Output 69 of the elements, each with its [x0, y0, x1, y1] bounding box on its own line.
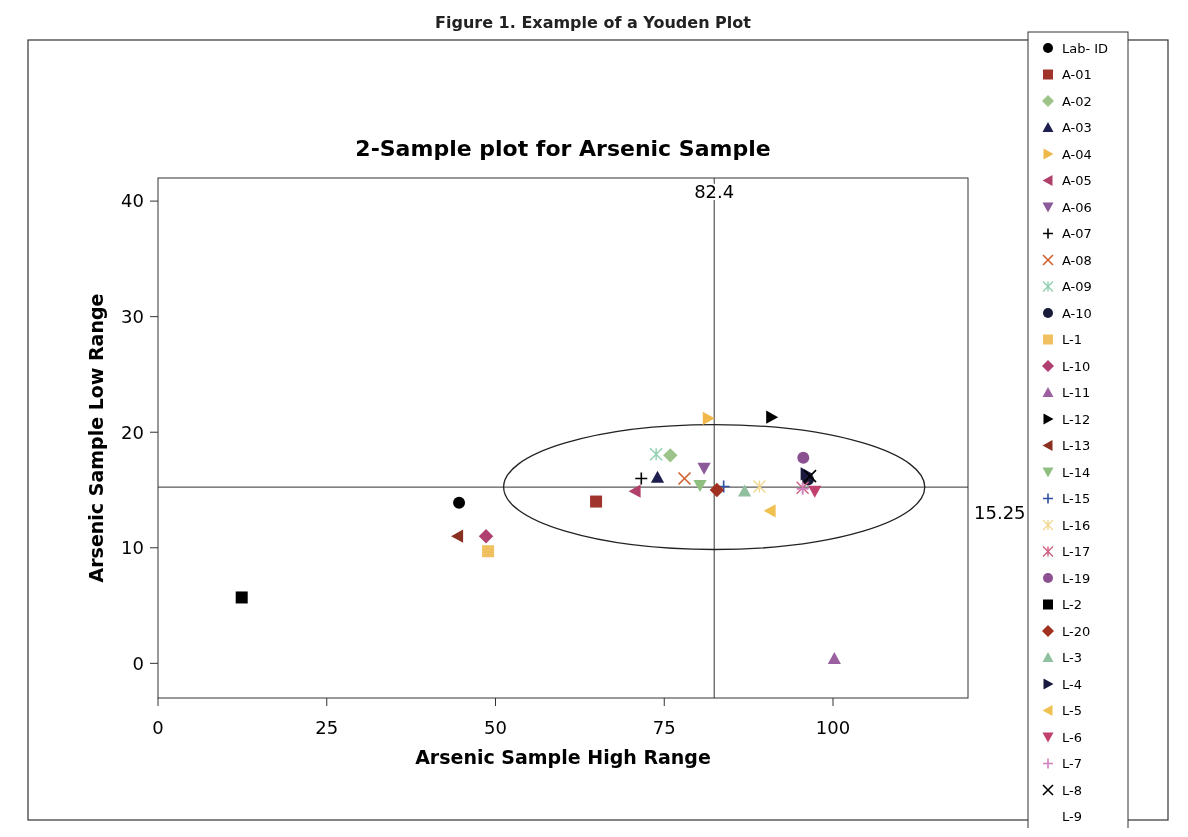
legend-label: A-04 [1062, 146, 1092, 162]
chart-title: 2-Sample plot for Arsenic Sample [355, 136, 771, 161]
legend-label: A-01 [1062, 67, 1092, 83]
point [634, 471, 649, 486]
point [677, 471, 692, 486]
legend-label: A-07 [1062, 226, 1092, 242]
point [709, 482, 725, 498]
legend-label: A-08 [1062, 252, 1092, 268]
legend-label: A-09 [1062, 279, 1092, 295]
x-tick-label: 0 [152, 717, 164, 738]
legend-label: L-19 [1062, 570, 1091, 586]
y-tick-label: 0 [132, 652, 144, 674]
point [482, 545, 495, 558]
legend-label: A-03 [1062, 120, 1092, 136]
point [663, 448, 678, 463]
point [766, 410, 779, 424]
ref-line-label: 15.25 [974, 502, 1026, 524]
point [478, 529, 494, 544]
y-tick-label: 10 [121, 537, 144, 559]
point [453, 496, 466, 509]
point [808, 485, 822, 498]
legend-label: L-15 [1062, 491, 1091, 507]
legend-label: L-12 [1062, 411, 1091, 427]
y-tick-label: 20 [121, 421, 144, 443]
legend-label: A-05 [1062, 173, 1092, 189]
legend-label: L-16 [1062, 517, 1091, 533]
legend-label: A-10 [1062, 305, 1092, 321]
legend-label: L-10 [1062, 358, 1091, 374]
legend-label: L-11 [1062, 385, 1091, 401]
point [693, 479, 707, 492]
point [737, 484, 752, 497]
point [827, 652, 841, 665]
y-axis-title: Arsenic Sample Low Range [85, 293, 107, 583]
legend-label: L-6 [1062, 729, 1082, 745]
point [763, 504, 776, 518]
x-tick-label: 25 [315, 717, 339, 738]
point [628, 484, 641, 498]
legend-label: L-8 [1062, 782, 1082, 798]
legend-label: A-02 [1062, 93, 1092, 109]
legend-label: Lab- ID [1062, 40, 1109, 56]
text: L-9 [1062, 809, 1082, 825]
point [797, 451, 810, 464]
point [803, 469, 817, 483]
x-axis-title: Arsenic Sample High Range [415, 746, 711, 768]
point [451, 529, 464, 543]
point [752, 479, 767, 494]
y-tick-label: 30 [121, 305, 144, 327]
legend-label: L-4 [1062, 676, 1082, 692]
legend-label: L-3 [1062, 650, 1082, 666]
legend-label: L-13 [1062, 438, 1091, 454]
legend-label: L-5 [1062, 703, 1082, 719]
point [590, 495, 603, 508]
point [697, 462, 711, 475]
legend-label: L-17 [1062, 544, 1091, 560]
point [649, 447, 663, 461]
legend-label: L-7 [1062, 756, 1082, 772]
legend-label: L-14 [1062, 464, 1091, 480]
point [650, 470, 665, 483]
legend-label: L-20 [1062, 623, 1091, 639]
x-tick-label: 75 [652, 717, 676, 738]
point [235, 591, 248, 604]
y-tick-label: 40 [121, 190, 144, 212]
x-tick-label: 50 [484, 717, 507, 738]
legend-label: A-06 [1062, 199, 1092, 215]
legend-label: L-2 [1062, 597, 1082, 613]
legend-label: L-1 [1062, 332, 1082, 348]
point [702, 411, 715, 425]
caption: Figure 1. Example of a Youden Plot [435, 13, 752, 32]
x-tick-label: 100 [815, 717, 851, 738]
